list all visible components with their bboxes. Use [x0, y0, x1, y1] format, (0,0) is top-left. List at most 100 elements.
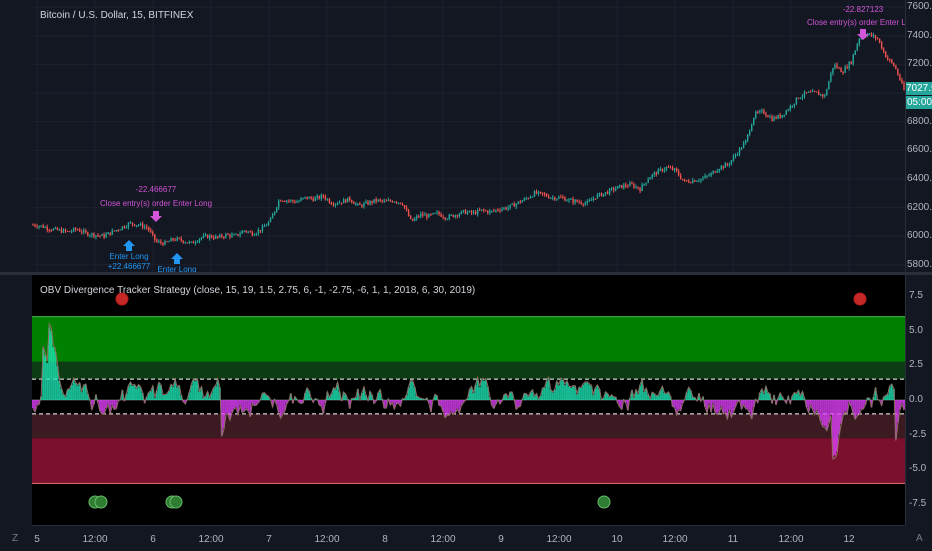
candle-body [899, 74, 901, 81]
candle-body [38, 226, 40, 228]
oscillator-bar [505, 393, 508, 400]
oscillator-bar [762, 393, 765, 400]
oscillator-bar [212, 387, 215, 400]
candle-body [501, 208, 503, 211]
oscillator-bar [535, 393, 538, 400]
candle-body [349, 197, 351, 201]
candle-body [81, 231, 83, 233]
price-axis[interactable]: 7600.07400.07200.07000.06800.06600.06400… [905, 0, 932, 272]
candle-body [160, 241, 162, 243]
indicator-pane[interactable]: OBV Divergence Tracker Strategy (close, … [32, 275, 905, 525]
oscillator-bar [900, 400, 903, 404]
candle-body [509, 204, 511, 208]
oscillator-bar [109, 400, 112, 414]
candle-body [740, 148, 743, 150]
oscillator-bar [525, 394, 528, 400]
candle-body [103, 234, 105, 238]
candle-body [328, 199, 331, 203]
oscillator-bar [864, 400, 867, 405]
indicator-axis-label: -2.5 [909, 428, 927, 440]
candle-body [485, 210, 487, 212]
candle-body [574, 199, 576, 203]
candle-body [604, 192, 607, 194]
candle-body [111, 230, 113, 235]
oscillator-bar [121, 390, 124, 400]
candle-body [511, 203, 513, 205]
oscillator-bar [653, 393, 656, 400]
oscillator-bar [712, 400, 715, 404]
oscillator-bar [222, 400, 225, 428]
oscillator-bar [511, 392, 514, 400]
candle-body [578, 201, 580, 203]
oscillator-bar [584, 382, 587, 400]
oscillator-bar [334, 389, 337, 400]
oscillator-bar [691, 397, 694, 400]
oscillator-bar [348, 400, 351, 409]
candle-body [174, 239, 176, 241]
candle-body [580, 202, 582, 204]
time-axis-label: 12:00 [778, 534, 804, 545]
candle-body [779, 115, 781, 118]
oscillator-bar [247, 400, 250, 411]
candle-body [564, 197, 566, 201]
indicator-chart-svg[interactable] [32, 275, 905, 525]
oscillator-bar [448, 400, 451, 415]
oscillator-bar [42, 348, 45, 400]
candle-body [893, 62, 895, 67]
candle-body [148, 227, 150, 231]
zoom-button[interactable]: Z [12, 533, 19, 544]
oscillator-bar [155, 390, 158, 400]
indicator-axis[interactable]: 7.5 5.0 2.5 0.0 -2.5 -5.0 -7.5 [905, 275, 932, 525]
oscillator-bar [706, 400, 709, 413]
candle-body [373, 199, 375, 203]
candle-body [401, 204, 404, 206]
candle-body [139, 223, 142, 226]
oscillator-bar [328, 397, 331, 400]
candle-body [292, 200, 294, 202]
oscillator-bar [884, 395, 887, 400]
candle-body [487, 210, 489, 213]
oscillator-bar [411, 381, 414, 400]
oscillator-bar [848, 400, 851, 403]
price-chart-svg[interactable]: -22.466677 Close entry(s) order Enter Lon… [32, 0, 905, 272]
candle-body [344, 199, 347, 203]
pane-divider[interactable] [0, 272, 932, 275]
oscillator-bar [188, 392, 191, 400]
candle-body [413, 218, 416, 221]
candle-body [570, 199, 572, 201]
oscillator-bar [336, 383, 339, 400]
candle-body [663, 169, 666, 172]
candle-body [639, 188, 641, 192]
oscillator-bar [630, 390, 633, 400]
candle-body [263, 226, 266, 228]
candle-body [184, 242, 186, 244]
candle-body [32, 224, 34, 226]
candle-body [310, 197, 312, 199]
oscillator-bar [673, 400, 676, 408]
auto-scale-button[interactable]: A [916, 533, 923, 544]
time-axis[interactable]: 5 12:00 6 12:00 7 12:00 8 12:00 9 12:00 10 12:00 11 1… [32, 525, 905, 551]
time-axis-label: 12:00 [546, 534, 572, 545]
candle-body [714, 171, 716, 173]
oscillator-bar [858, 400, 861, 414]
close-trade-label: Close entry(s) order Enter Long [100, 199, 212, 208]
candle-body [251, 231, 253, 236]
oscillator-bar [192, 379, 195, 400]
time-axis-label: 12:00 [314, 534, 340, 545]
oscillator-bar [760, 389, 763, 400]
oscillator-bar [708, 400, 711, 404]
price-pane[interactable]: -22.466677 Close entry(s) order Enter Lon… [32, 0, 905, 272]
candle-body [87, 232, 89, 236]
candle-body [543, 193, 546, 195]
oscillator-bar [407, 387, 410, 400]
candle-body [282, 200, 284, 202]
candle-body [426, 214, 428, 218]
candle-body [154, 234, 156, 240]
oscillator-bar [444, 400, 447, 417]
oscillator-bar [651, 392, 654, 400]
candle-body [753, 117, 755, 125]
candle-body [129, 222, 132, 224]
candle-body [531, 196, 534, 198]
oscillator-bar [172, 386, 175, 400]
candle-body [669, 167, 672, 169]
